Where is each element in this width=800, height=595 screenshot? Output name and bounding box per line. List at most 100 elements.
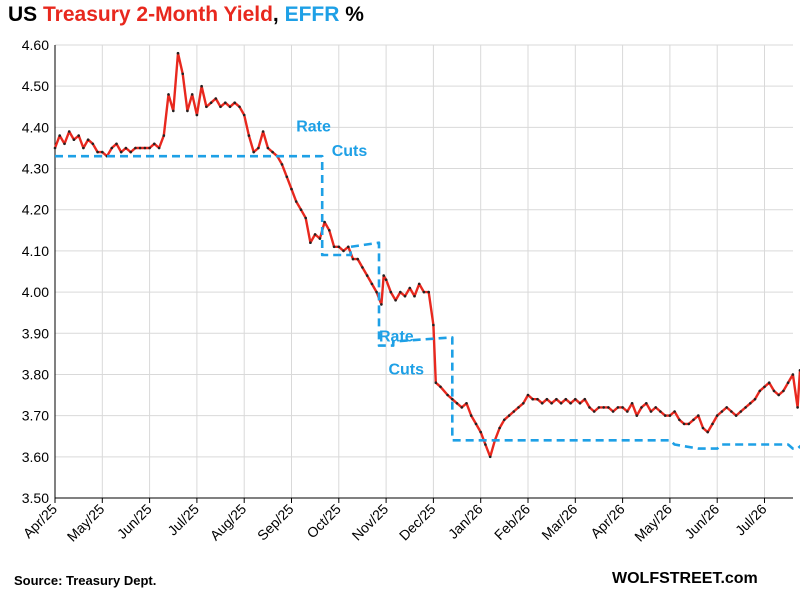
data-point (257, 146, 260, 150)
data-point (578, 402, 582, 405)
data-point (607, 406, 610, 409)
data-point (134, 146, 137, 150)
data-point (101, 150, 104, 154)
data-point (299, 208, 303, 211)
data-point (451, 397, 454, 401)
data-point (271, 150, 274, 154)
data-point (110, 146, 114, 150)
data-point (564, 397, 568, 401)
data-point (616, 406, 620, 409)
data-point (749, 402, 752, 405)
data-point (730, 410, 733, 413)
data-point (602, 406, 605, 409)
data-point (228, 105, 232, 109)
data-point (512, 410, 516, 413)
x-tick-label: Apr/26 (587, 501, 628, 542)
data-point (209, 101, 213, 104)
data-point (417, 282, 421, 286)
data-point (734, 414, 738, 417)
data-point (157, 146, 161, 150)
data-point (663, 414, 667, 417)
annotation-label: Rate (296, 118, 331, 135)
data-point (384, 278, 388, 282)
data-point (682, 422, 686, 426)
data-point (337, 245, 341, 249)
data-point (389, 290, 393, 294)
data-point (403, 294, 407, 298)
y-tick-label: 3.50 (22, 490, 49, 506)
x-tick-label: Jul/26 (732, 501, 770, 539)
data-point (621, 406, 624, 409)
data-point (488, 455, 492, 459)
data-point (382, 274, 386, 277)
data-point (555, 397, 558, 401)
data-point (668, 414, 672, 417)
data-point (205, 105, 208, 109)
data-point (588, 406, 591, 409)
x-tick-label: May/26 (631, 501, 675, 545)
data-point (224, 101, 227, 104)
data-point (318, 237, 322, 240)
data-point (361, 266, 364, 269)
data-point (517, 406, 520, 409)
x-tick-label: Jun/25 (114, 501, 155, 542)
brand-watermark: WOLFSTREET.com (612, 570, 758, 587)
chart-title: US Treasury 2-Month Yield, EFFR % (8, 3, 364, 27)
data-point (583, 397, 587, 401)
data-point (522, 402, 525, 405)
data-point (351, 257, 355, 261)
data-point (219, 105, 222, 109)
data-point (328, 229, 331, 232)
data-point (266, 146, 270, 150)
x-tick-label: Feb/26 (491, 501, 533, 543)
data-point (626, 410, 629, 413)
data-point (138, 146, 142, 150)
data-point (375, 290, 378, 294)
data-point (630, 402, 634, 405)
data-point (678, 418, 681, 422)
data-point (503, 418, 506, 422)
data-point (162, 134, 166, 137)
data-point (597, 406, 601, 409)
data-point (592, 410, 596, 413)
data-point (304, 216, 308, 220)
data-point (347, 245, 350, 249)
data-point (252, 150, 255, 154)
data-point (124, 146, 128, 150)
y-tick-label: 3.90 (22, 325, 49, 341)
x-tick-label: Mar/26 (538, 501, 580, 543)
y-tick-label: 4.50 (22, 78, 49, 94)
data-point (706, 430, 709, 434)
data-point (290, 187, 293, 191)
data-point (536, 397, 539, 401)
y-tick-label: 3.60 (22, 449, 49, 465)
data-point (242, 113, 246, 117)
data-point (725, 406, 728, 409)
data-point (309, 241, 312, 244)
title-part-effr: EFFR (284, 3, 340, 26)
data-point (540, 402, 544, 405)
source-note: Source: Treasury Dept. (14, 573, 157, 588)
y-tick-label: 4.10 (22, 243, 49, 259)
data-point (455, 402, 459, 405)
data-point (701, 426, 705, 430)
data-point (434, 381, 438, 385)
data-point (280, 163, 284, 166)
x-tick-labels: Apr/25 May/25 Jun/25 Jul/25 Aug/25 Sep/25 Oct/… (20, 501, 770, 545)
data-point (53, 146, 57, 150)
data-point (82, 146, 85, 150)
data-point (58, 134, 61, 137)
data-point (498, 426, 501, 430)
data-point (261, 130, 265, 133)
data-point (744, 406, 747, 409)
data-point (148, 146, 151, 150)
data-point (313, 233, 317, 236)
data-point (153, 142, 156, 146)
x-tick-label: Sep/25 (254, 501, 297, 544)
data-point (739, 410, 743, 413)
data-point (432, 323, 435, 327)
data-point (86, 138, 90, 141)
title-part-percent: % (339, 3, 364, 26)
data-point (763, 385, 766, 389)
